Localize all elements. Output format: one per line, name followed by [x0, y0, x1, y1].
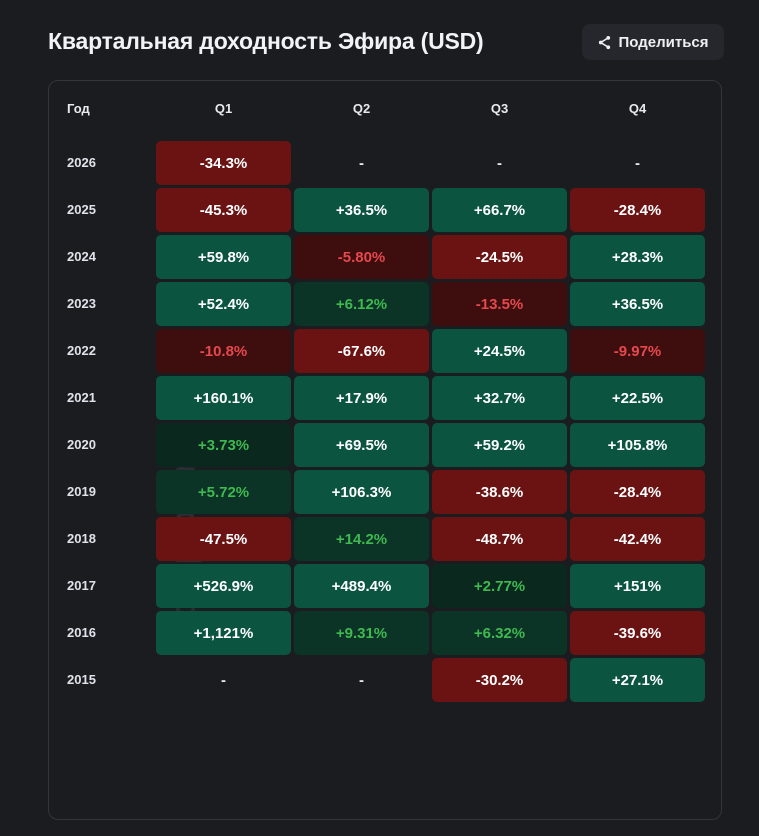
- share-icon: [599, 35, 611, 49]
- row-year: 2022: [67, 343, 96, 358]
- return-cell: +52.4%: [156, 282, 291, 326]
- return-cell: +106.3%: [294, 470, 429, 514]
- return-cell: -24.5%: [432, 235, 567, 279]
- return-cell: -: [221, 671, 226, 689]
- return-cell: -45.3%: [156, 188, 291, 232]
- return-cell: -5.80%: [294, 235, 429, 279]
- share-label: Поделиться: [618, 33, 709, 51]
- return-cell: -: [359, 671, 364, 689]
- return-cell: -34.3%: [156, 141, 291, 185]
- row-year: 2015: [67, 672, 96, 687]
- return-cell: -38.6%: [432, 470, 567, 514]
- return-cell: +27.1%: [570, 658, 705, 702]
- return-cell: -30.2%: [432, 658, 567, 702]
- return-cell: -67.6%: [294, 329, 429, 373]
- return-cell: +6.32%: [432, 611, 567, 655]
- return-cell: -9.97%: [570, 329, 705, 373]
- return-cell: +28.3%: [570, 235, 705, 279]
- return-cell: +489.4%: [294, 564, 429, 608]
- return-cell: +24.5%: [432, 329, 567, 373]
- return-cell: +160.1%: [156, 376, 291, 420]
- return-cell: -48.7%: [432, 517, 567, 561]
- return-cell: +32.7%: [432, 376, 567, 420]
- return-cell: +2.77%: [432, 564, 567, 608]
- header-q2: Q2: [352, 101, 371, 116]
- return-cell: -: [635, 154, 640, 172]
- return-cell: +6.12%: [294, 282, 429, 326]
- return-cell: +22.5%: [570, 376, 705, 420]
- return-cell: -39.6%: [570, 611, 705, 655]
- return-cell: +3.73%: [156, 423, 291, 467]
- row-year: 2023: [67, 296, 96, 311]
- return-cell: -: [497, 154, 502, 172]
- header-q3: Q3: [490, 101, 509, 116]
- row-year: 2025: [67, 202, 96, 217]
- return-cell: +526.9%: [156, 564, 291, 608]
- return-cell: -: [359, 154, 364, 172]
- header-q1: Q1: [214, 101, 233, 116]
- return-cell: +66.7%: [432, 188, 567, 232]
- return-cell: +36.5%: [294, 188, 429, 232]
- return-cell: +36.5%: [570, 282, 705, 326]
- row-year: 2016: [67, 625, 96, 640]
- return-cell: +1,121%: [156, 611, 291, 655]
- return-cell: +14.2%: [294, 517, 429, 561]
- return-cell: +59.2%: [432, 423, 567, 467]
- return-cell: +151%: [570, 564, 705, 608]
- return-cell: +5.72%: [156, 470, 291, 514]
- return-cell: +59.8%: [156, 235, 291, 279]
- row-year: 2018: [67, 531, 96, 546]
- row-year: 2026: [67, 155, 96, 170]
- row-year: 2020: [67, 437, 96, 452]
- page-title: Квартальная доходность Эфира (USD): [48, 28, 484, 54]
- row-year: 2021: [67, 390, 96, 405]
- returns-table-card: [48, 80, 722, 820]
- return-cell: +69.5%: [294, 423, 429, 467]
- row-year: 2024: [67, 249, 96, 264]
- row-year: 2017: [67, 578, 96, 593]
- header-year: Год: [67, 101, 90, 116]
- return-cell: -13.5%: [432, 282, 567, 326]
- return-cell: -28.4%: [570, 188, 705, 232]
- return-cell: -47.5%: [156, 517, 291, 561]
- share-button[interactable]: Поделиться: [582, 24, 724, 60]
- return-cell: +105.8%: [570, 423, 705, 467]
- return-cell: -28.4%: [570, 470, 705, 514]
- return-cell: -42.4%: [570, 517, 705, 561]
- return-cell: -10.8%: [156, 329, 291, 373]
- return-cell: +9.31%: [294, 611, 429, 655]
- header-q4: Q4: [628, 101, 647, 116]
- row-year: 2019: [67, 484, 96, 499]
- return-cell: +17.9%: [294, 376, 429, 420]
